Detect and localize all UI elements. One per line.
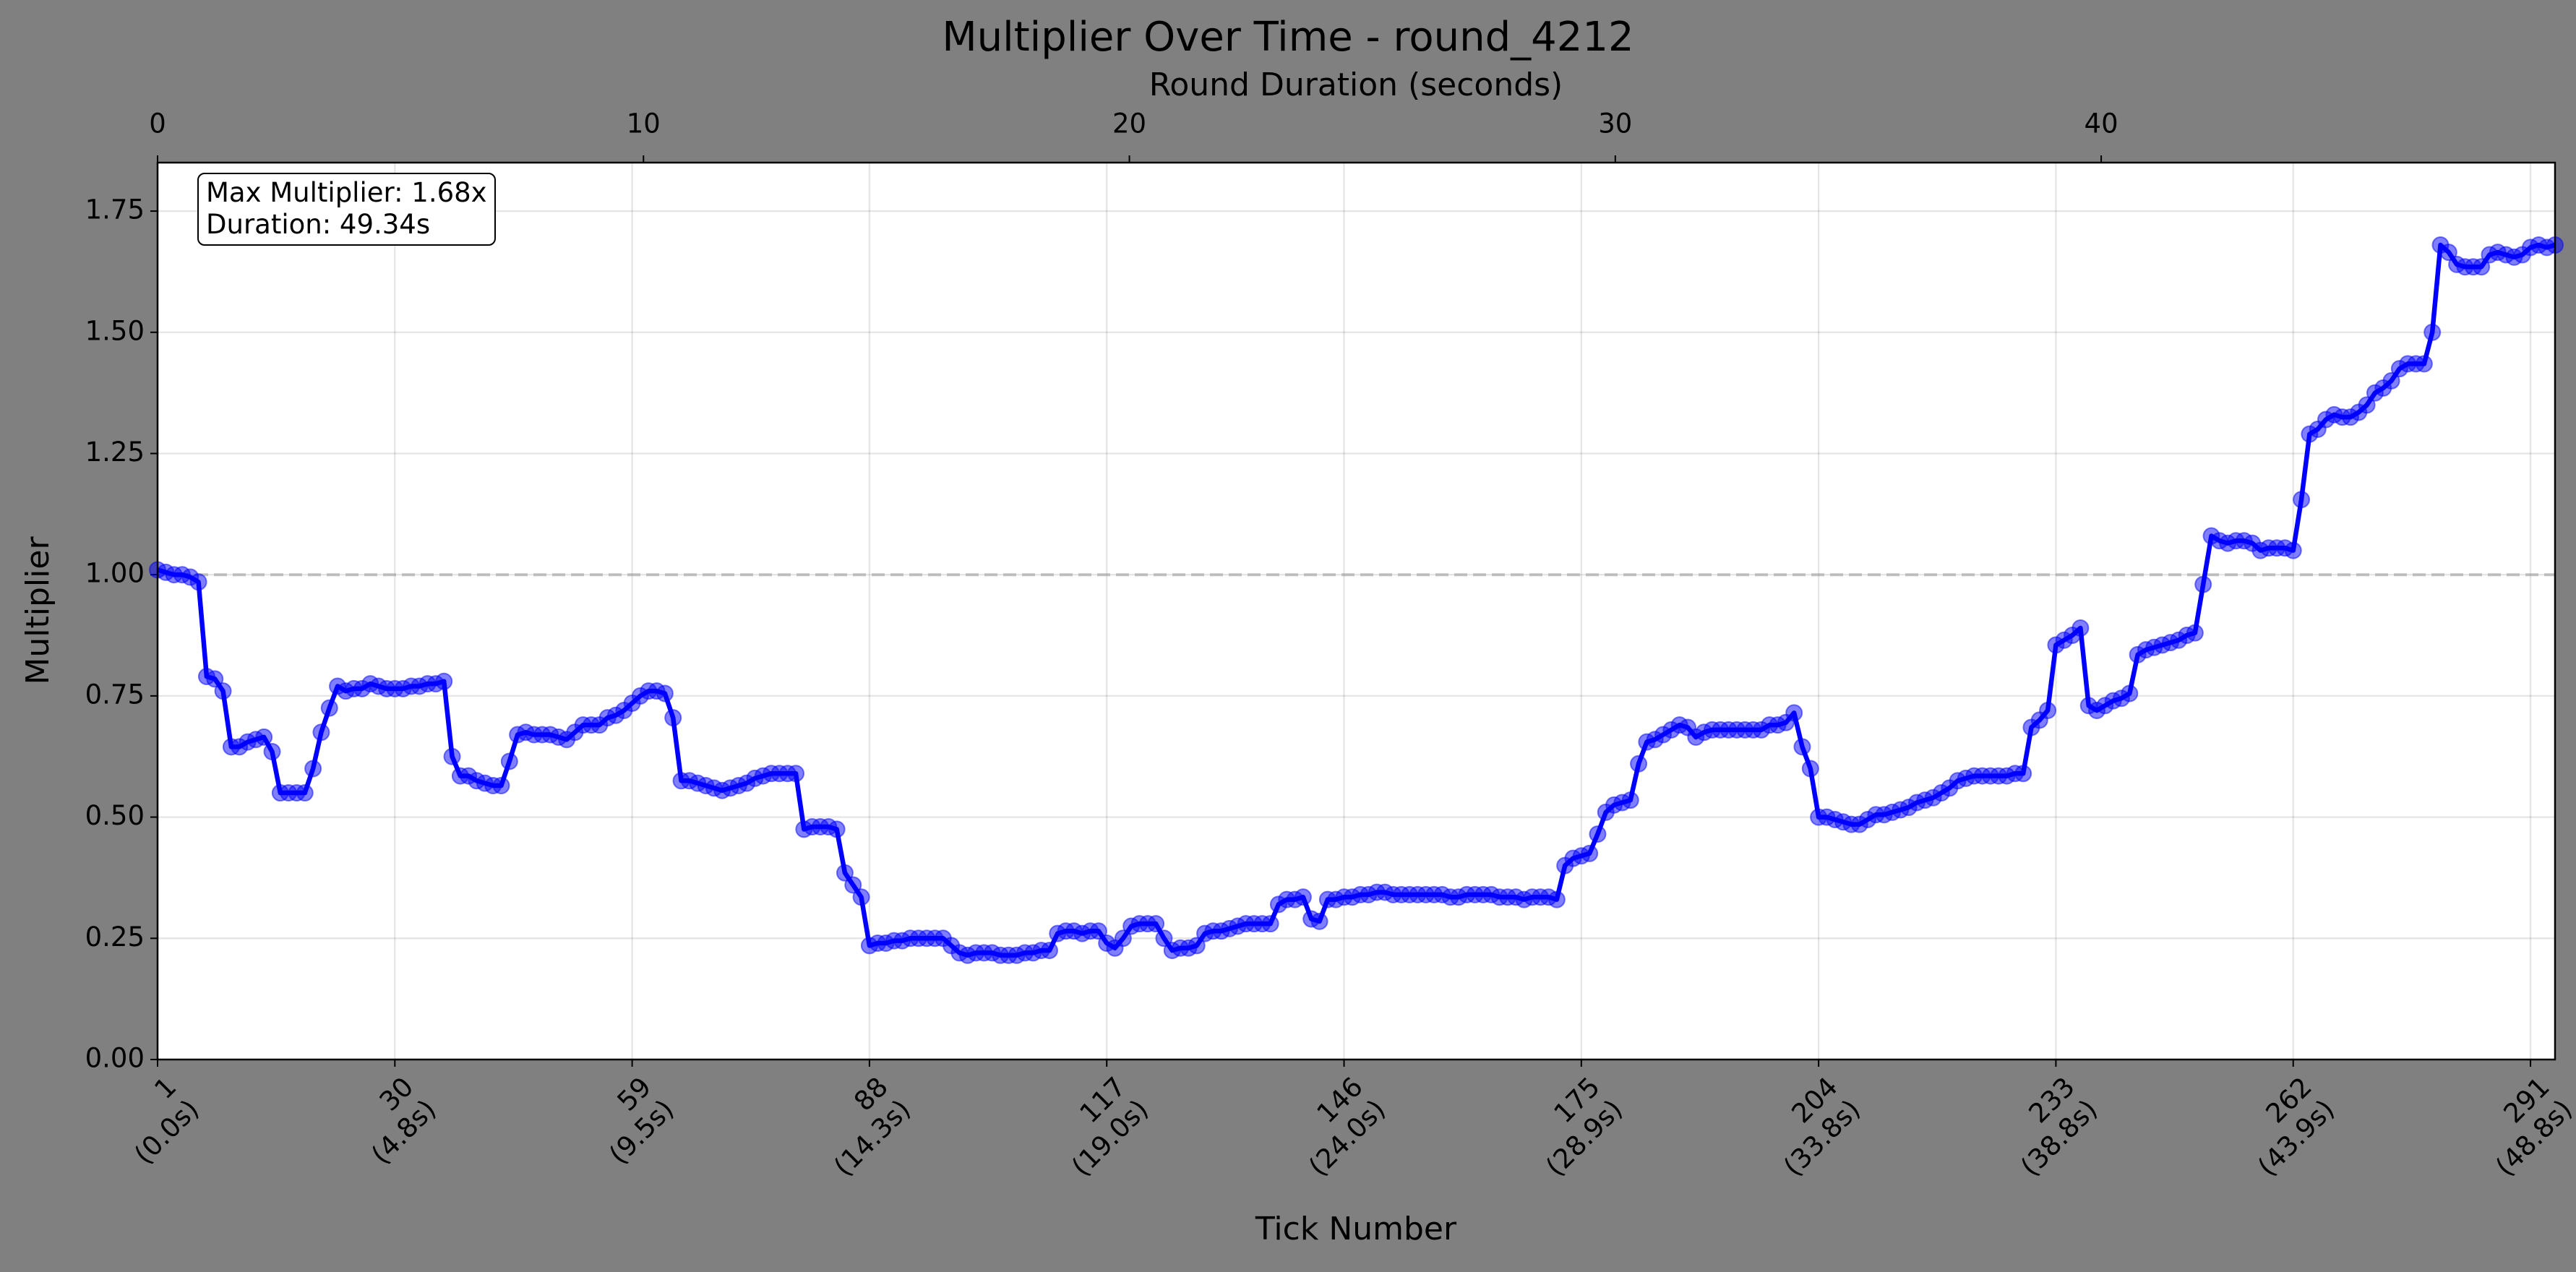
y-tick-label: 1.00 (85, 558, 145, 589)
data-point (1089, 922, 1107, 940)
data-point (255, 728, 273, 746)
x2-tick-label: 40 (2085, 108, 2118, 139)
data-point (443, 747, 461, 765)
data-point (312, 723, 330, 742)
data-point (263, 743, 281, 761)
data-point (2415, 355, 2433, 373)
y-tick-label: 0.25 (85, 921, 145, 953)
data-point (1801, 760, 1819, 778)
data-point (1155, 929, 1173, 947)
data-point (1589, 825, 1607, 843)
data-point (1040, 942, 1058, 960)
x2-tick-label: 10 (627, 108, 661, 139)
data-point (787, 765, 805, 783)
data-point (304, 760, 322, 778)
data-point (1188, 937, 1206, 955)
y-tick-label: 0.50 (85, 800, 145, 831)
data-point (1261, 915, 1279, 933)
data-point (206, 670, 224, 688)
data-point (500, 752, 518, 770)
x2-tick-label: 0 (149, 108, 166, 139)
data-point (828, 820, 846, 838)
y-tick-label: 0.75 (85, 679, 145, 710)
data-point (656, 684, 674, 702)
data-point (2473, 258, 2491, 276)
data-point (2039, 702, 2057, 720)
y-tick-label: 1.50 (85, 315, 145, 346)
data-point (2284, 541, 2302, 559)
x2-axis-label: Round Duration (seconds) (1149, 66, 1563, 103)
data-point (2071, 619, 2090, 637)
annotation: Max Multiplier: 1.68x Duration: 49.34s (197, 173, 496, 246)
data-point (852, 888, 870, 906)
data-point (1547, 890, 1566, 908)
data-point (2423, 323, 2442, 341)
data-point (1114, 929, 1132, 947)
data-point (214, 682, 232, 700)
data-point (836, 864, 854, 882)
data-point (1294, 888, 1312, 906)
data-point (2194, 575, 2212, 593)
y-tick-label: 0.00 (85, 1043, 145, 1074)
data-point (492, 776, 510, 794)
data-point (320, 699, 338, 717)
data-point (1310, 912, 1328, 930)
data-point (189, 573, 207, 591)
y-tick-label: 1.75 (85, 194, 145, 225)
grid (156, 163, 2555, 1061)
data-point (1621, 791, 1639, 809)
x2-tick-label: 20 (1112, 108, 1146, 139)
data-point (2121, 684, 2139, 702)
data-point (1785, 704, 1803, 722)
data-point (1793, 738, 1811, 756)
data-point (296, 784, 314, 802)
data-point (1630, 755, 1648, 773)
data-point (2293, 491, 2311, 509)
y-tick-label: 1.25 (85, 437, 145, 468)
chart-title: Multiplier Over Time - round_4212 (942, 14, 1633, 61)
data-point (1581, 844, 1599, 862)
x2-tick-label: 30 (1598, 108, 1632, 139)
data-point (2358, 396, 2376, 414)
data-point (844, 876, 862, 894)
data-point (1147, 915, 1165, 933)
x-axis-label: Tick Number (1255, 1211, 1457, 1247)
plot-frame (156, 161, 2556, 1061)
data-point (2439, 244, 2457, 262)
y-axis-label: Multiplier (20, 536, 56, 685)
data-point (2186, 624, 2204, 642)
data-point (2382, 371, 2400, 390)
data-point (664, 709, 682, 727)
plot-area (158, 163, 2555, 1060)
data-point (435, 672, 453, 690)
data-point (2014, 765, 2032, 783)
